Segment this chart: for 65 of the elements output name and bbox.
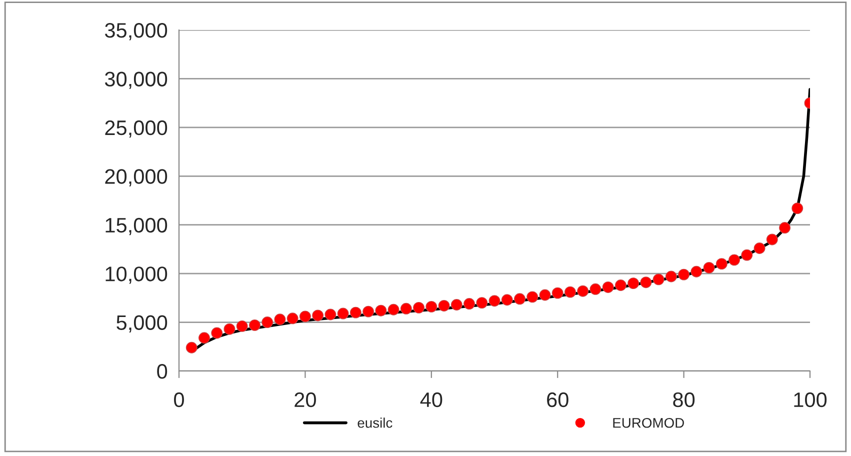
x-tick-label: 60 bbox=[547, 392, 568, 408]
point bbox=[779, 222, 790, 234]
point bbox=[703, 262, 715, 274]
point bbox=[362, 306, 374, 318]
point bbox=[602, 281, 614, 293]
y-tick-label: 20,000 bbox=[105, 169, 168, 186]
point bbox=[248, 319, 260, 331]
point bbox=[640, 276, 652, 288]
legend-label: EUROMOD bbox=[613, 418, 684, 428]
point bbox=[766, 234, 778, 246]
point bbox=[324, 308, 336, 320]
point bbox=[539, 289, 551, 301]
point bbox=[312, 310, 324, 322]
point bbox=[678, 268, 690, 280]
point bbox=[236, 320, 248, 332]
point bbox=[224, 323, 236, 335]
y-tick-label: 10,000 bbox=[106, 266, 168, 284]
point bbox=[400, 302, 412, 314]
x-tick-label: 20 bbox=[294, 392, 316, 408]
point bbox=[716, 258, 728, 270]
point bbox=[388, 304, 400, 316]
point bbox=[628, 278, 640, 290]
point bbox=[274, 314, 286, 326]
point bbox=[375, 304, 387, 316]
point bbox=[426, 300, 438, 312]
point bbox=[262, 316, 274, 328]
x-tick-label: 100 bbox=[794, 392, 827, 408]
point bbox=[337, 308, 349, 320]
point bbox=[413, 302, 425, 314]
point bbox=[552, 287, 564, 299]
point bbox=[438, 300, 450, 312]
point bbox=[564, 286, 576, 298]
point bbox=[614, 280, 626, 291]
point bbox=[590, 283, 602, 295]
point bbox=[299, 310, 311, 322]
point bbox=[690, 266, 702, 278]
y-tick-label: 30,000 bbox=[104, 72, 168, 89]
point bbox=[198, 332, 210, 344]
point bbox=[792, 202, 804, 214]
point bbox=[286, 312, 298, 324]
point bbox=[665, 270, 677, 282]
point bbox=[211, 327, 223, 339]
point bbox=[186, 342, 198, 354]
x-tick-label: 80 bbox=[673, 392, 695, 408]
x-tick-label: 0 bbox=[174, 392, 184, 408]
point bbox=[464, 298, 475, 310]
point bbox=[476, 297, 488, 309]
point bbox=[754, 242, 766, 254]
point bbox=[488, 295, 500, 307]
point bbox=[652, 274, 664, 286]
point bbox=[741, 249, 753, 261]
point bbox=[526, 291, 538, 303]
point bbox=[501, 294, 513, 306]
point bbox=[728, 254, 740, 266]
point bbox=[514, 293, 526, 305]
legend-label: eusilc bbox=[358, 418, 392, 428]
point bbox=[577, 285, 589, 297]
point bbox=[350, 306, 362, 318]
y-tick-label: 25,000 bbox=[105, 120, 168, 138]
y-tick-label: 0 bbox=[157, 364, 168, 379]
y-tick-label: 15,000 bbox=[106, 218, 168, 236]
point bbox=[450, 299, 462, 310]
y-tick-label: 5,000 bbox=[116, 315, 168, 332]
x-tick-label: 40 bbox=[420, 392, 442, 408]
y-tick-label: 35,000 bbox=[104, 23, 168, 40]
